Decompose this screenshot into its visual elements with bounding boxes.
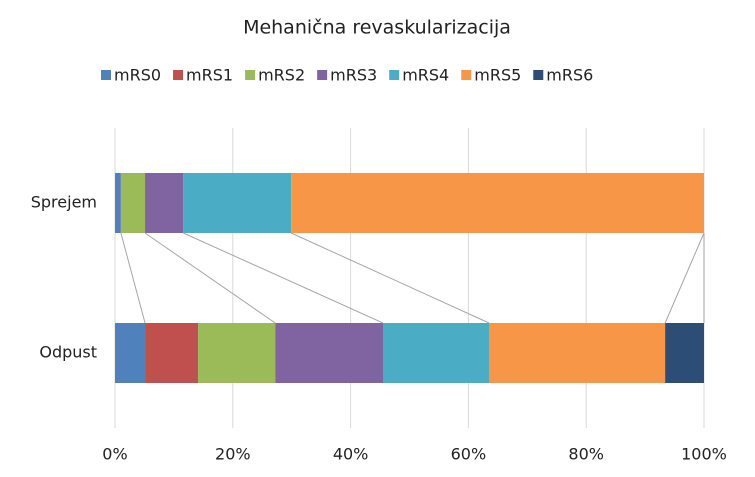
legend-label: mRS2 — [258, 66, 305, 85]
bar-segment — [382, 323, 490, 383]
legend-label: mRS5 — [474, 66, 521, 85]
bar-segment — [489, 323, 666, 383]
bar-segment — [198, 323, 276, 383]
bar-segment — [665, 323, 704, 383]
legend-swatch — [461, 70, 472, 80]
y-tick-label: Odpust — [39, 343, 97, 362]
series-line — [144, 232, 276, 324]
chart-title: Mehanična revaskularizacija — [243, 17, 511, 39]
bar-segment — [275, 323, 383, 383]
bar-segment — [145, 323, 199, 383]
x-tick-label: 60% — [451, 445, 487, 464]
legend-label: mRS6 — [546, 66, 593, 85]
legend-swatch — [317, 70, 328, 80]
x-tick-label: 100% — [681, 445, 727, 464]
series-line — [120, 232, 146, 324]
legend-swatch — [245, 70, 256, 80]
bar-segment — [120, 173, 146, 233]
bar-segment — [145, 173, 184, 233]
bar-segment — [115, 323, 146, 383]
bar-segment — [115, 173, 121, 233]
bar-segment — [183, 173, 292, 233]
legend-swatch — [173, 70, 184, 80]
legend-swatch — [533, 70, 544, 80]
series-line — [183, 232, 384, 324]
legend-label: mRS0 — [114, 66, 161, 85]
x-tick-label: 80% — [568, 445, 604, 464]
legend-label: mRS3 — [330, 66, 377, 85]
x-tick-label: 40% — [333, 445, 369, 464]
series-line — [290, 232, 490, 324]
series-line — [664, 232, 705, 324]
bar-segment — [291, 173, 704, 233]
x-tick-label: 0% — [102, 445, 127, 464]
legend-label: mRS4 — [402, 66, 449, 85]
legend-label: mRS1 — [186, 66, 233, 85]
y-tick-label: Sprejem — [31, 193, 97, 212]
legend-swatch — [101, 70, 111, 80]
x-tick-label: 20% — [215, 445, 251, 464]
legend-swatch — [389, 70, 400, 80]
